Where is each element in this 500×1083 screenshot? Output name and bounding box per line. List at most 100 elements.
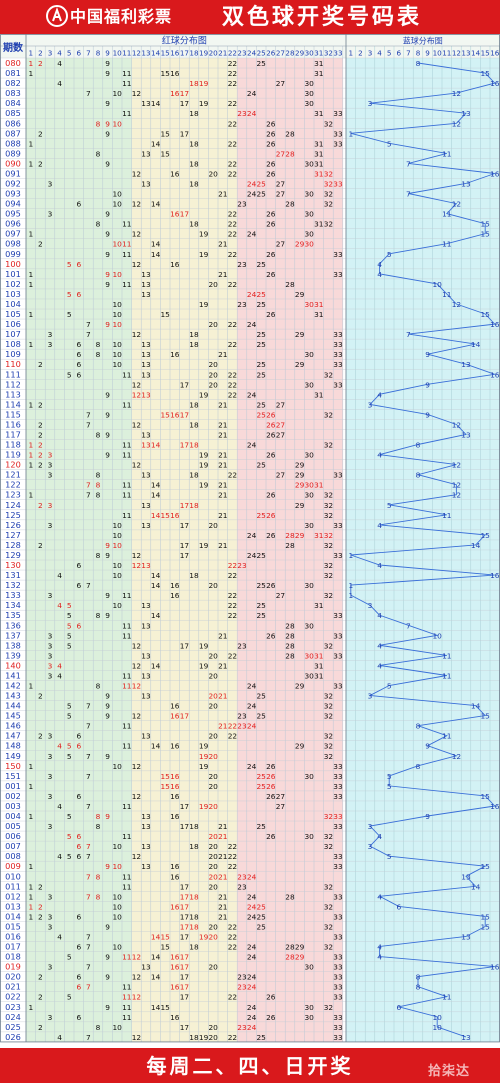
red-ball-number: 7 bbox=[86, 89, 91, 98]
red-ball-number: 10 bbox=[112, 119, 122, 128]
blue-ball-number: 10 bbox=[432, 631, 442, 640]
red-ball-number: 3 bbox=[48, 732, 53, 741]
red-ball-number: 26 bbox=[266, 139, 276, 148]
red-ball-number: 32 bbox=[324, 752, 333, 761]
blue-ball-number: 15 bbox=[480, 912, 490, 921]
period-label: 132 bbox=[5, 580, 21, 590]
red-ball-number: 18 bbox=[189, 220, 199, 229]
red-ball-number: 18 bbox=[189, 892, 199, 901]
red-ball-number: 22 bbox=[228, 79, 237, 88]
red-ball-number: 33 bbox=[333, 993, 343, 1002]
period-label: 020 bbox=[5, 972, 21, 982]
red-ball-number: 8 bbox=[96, 340, 101, 349]
red-ball-number: 19 bbox=[199, 742, 209, 751]
red-ball-number: 13 bbox=[141, 390, 151, 399]
red-ball-number: 1 bbox=[28, 461, 33, 470]
red-ball-number: 25 bbox=[256, 551, 266, 560]
red-ball-number: 13 bbox=[141, 350, 151, 359]
red-ball-number: 22 bbox=[228, 380, 237, 389]
blue-column-tick: 1 bbox=[349, 49, 354, 58]
red-ball-number: 31 bbox=[314, 671, 324, 680]
red-ball-number: 23 bbox=[237, 973, 247, 982]
red-ball-number: 14 bbox=[151, 250, 161, 259]
red-ball-number: 32 bbox=[324, 200, 333, 209]
red-ball-number: 26 bbox=[266, 631, 276, 640]
period-label: 124 bbox=[5, 500, 21, 510]
red-column-tick: 19 bbox=[199, 49, 209, 58]
red-ball-number: 12 bbox=[132, 200, 141, 209]
red-ball-number: 8 bbox=[96, 892, 101, 901]
period-label: 131 bbox=[5, 570, 21, 580]
blue-ball-number: 3 bbox=[368, 99, 373, 108]
red-ball-number: 31 bbox=[314, 220, 324, 229]
red-ball-number: 3 bbox=[48, 912, 53, 921]
red-ball-number: 28 bbox=[285, 892, 295, 901]
red-ball-number: 10 bbox=[112, 892, 122, 901]
red-ball-number: 24 bbox=[247, 230, 257, 239]
red-ball-number: 9 bbox=[105, 611, 110, 620]
red-ball-number: 13 bbox=[141, 180, 151, 189]
red-column-tick: 23 bbox=[237, 49, 246, 58]
red-ball-number: 33 bbox=[333, 471, 343, 480]
red-ball-number: 31 bbox=[314, 661, 324, 670]
blue-ball-number: 8 bbox=[416, 471, 421, 480]
red-ball-number: 13 bbox=[141, 732, 151, 741]
red-ball-number: 32 bbox=[324, 571, 333, 580]
red-ball-number: 10 bbox=[112, 200, 122, 209]
red-ball-number: 3 bbox=[48, 661, 53, 670]
red-ball-number: 32 bbox=[324, 501, 333, 510]
red-ball-number: 6 bbox=[76, 581, 81, 590]
red-ball-number: 20 bbox=[208, 842, 218, 851]
red-ball-number: 32 bbox=[324, 922, 333, 931]
red-column-tick: 5 bbox=[67, 49, 72, 58]
red-ball-number: 6 bbox=[76, 621, 81, 630]
red-column-tick: 1 bbox=[29, 49, 34, 58]
blue-ball-number: 11 bbox=[442, 993, 452, 1002]
red-ball-number: 7 bbox=[86, 1033, 91, 1042]
period-label: 024 bbox=[5, 1012, 21, 1022]
red-ball-number: 27 bbox=[276, 180, 286, 189]
red-ball-number: 12 bbox=[132, 260, 141, 269]
red-ball-number: 31 bbox=[314, 59, 324, 68]
red-ball-number: 20 bbox=[208, 360, 218, 369]
red-ball-number: 1 bbox=[28, 451, 33, 460]
red-ball-number: 29 bbox=[295, 290, 305, 299]
period-label: 017 bbox=[5, 942, 21, 952]
header-bar bbox=[0, 0, 500, 34]
period-label: 081 bbox=[5, 68, 21, 78]
red-ball-number: 33 bbox=[333, 772, 343, 781]
red-ball-number: 11 bbox=[122, 682, 132, 691]
period-label: 006 bbox=[5, 831, 21, 841]
red-ball-number: 7 bbox=[86, 872, 91, 881]
period-label: 002 bbox=[5, 791, 21, 801]
red-ball-number: 30 bbox=[304, 671, 314, 680]
period-label: 147 bbox=[5, 731, 21, 741]
red-ball-number: 26 bbox=[266, 431, 276, 440]
red-ball-number: 10 bbox=[112, 571, 122, 580]
red-ball-number: 9 bbox=[105, 410, 110, 419]
period-label: 145 bbox=[5, 711, 21, 721]
red-ball-number: 22 bbox=[228, 69, 237, 78]
red-ball-number: 18 bbox=[189, 1033, 199, 1042]
blue-ball-number: 15 bbox=[480, 69, 490, 78]
red-ball-number: 19 bbox=[199, 300, 209, 309]
red-ball-number: 26 bbox=[266, 310, 276, 319]
red-ball-number: 10 bbox=[112, 240, 122, 249]
period-label: 096 bbox=[5, 219, 21, 229]
red-ball-number: 18 bbox=[189, 943, 199, 952]
red-ball-number: 13 bbox=[141, 360, 151, 369]
blue-ball-number: 12 bbox=[452, 461, 461, 470]
red-ball-number: 21 bbox=[218, 822, 228, 831]
red-ball-number: 8 bbox=[96, 611, 101, 620]
red-ball-number: 28 bbox=[285, 200, 295, 209]
blue-ball-number: 4 bbox=[377, 451, 382, 460]
red-ball-number: 28 bbox=[285, 280, 295, 289]
red-ball-number: 9 bbox=[105, 591, 110, 600]
red-ball-number: 25 bbox=[256, 511, 266, 520]
red-ball-number: 1 bbox=[28, 270, 33, 279]
red-ball-number: 21 bbox=[218, 420, 228, 429]
red-ball-number: 15 bbox=[160, 943, 170, 952]
red-ball-number: 30 bbox=[304, 963, 314, 972]
period-label: 015 bbox=[5, 921, 21, 931]
red-column-tick: 22 bbox=[228, 49, 237, 58]
